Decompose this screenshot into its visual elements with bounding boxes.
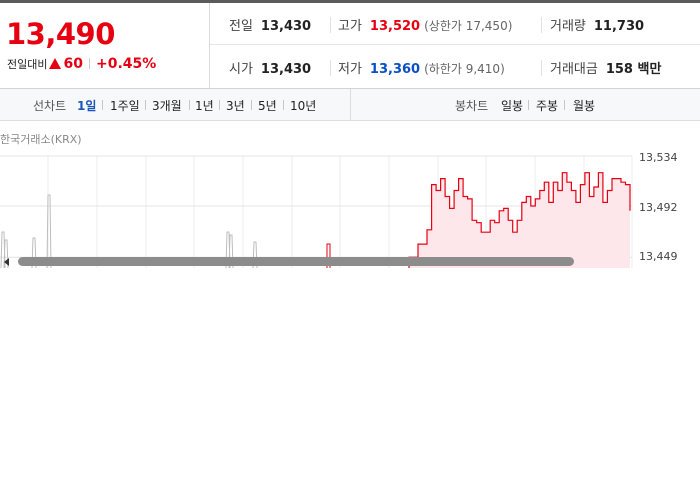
divider [350,89,351,120]
previous-period-spike [31,237,37,268]
stat-value: 13,520 [369,19,421,34]
stat-prev-close: 전일 13,430 [229,15,311,34]
stat-label: 고가 [338,19,362,34]
tab-1w[interactable]: 1주일 [110,99,140,113]
stat-value: 158 백만 [605,62,662,77]
previous-period-spike [46,194,52,268]
price-line [408,172,631,268]
stat-value: 13,360 [369,62,421,77]
tab-1y[interactable]: 1년 [195,99,214,113]
top-border [0,0,700,3]
divider [528,100,529,110]
candle-chart-label: 봉차트 [455,99,489,113]
divider [145,100,146,110]
tab-5y[interactable]: 5년 [258,99,277,113]
line-chart-label: 선차트 [33,99,67,113]
divider [330,17,331,33]
divider [88,58,90,69]
tab-10y[interactable]: 10년 [290,99,317,113]
tab-daily[interactable]: 일봉 [501,99,524,113]
stat-value: 13,430 [260,62,312,77]
divider [283,100,284,110]
previous-period-spike [252,241,258,268]
stat-open: 시가 13,430 [229,58,311,77]
stat-high: 고가 13,520 (상한가 17,450) [338,15,512,34]
stat-label: 저가 [338,62,362,77]
stat-label: 시가 [229,62,253,77]
divider [541,60,542,76]
price-change: 전일대비 60 +0.45% [7,56,156,72]
up-triangle-icon [49,58,62,69]
divider [330,60,331,76]
y-tick-label: 13,492 [639,201,678,214]
divider [210,44,700,45]
tab-1d[interactable]: 1일 [77,99,97,113]
stat-value: 11,730 [593,19,645,34]
divider [102,100,103,110]
chart-scrollbar-thumb[interactable] [18,257,574,266]
divider [564,100,565,110]
stat-volume: 거래량 11,730 [550,15,644,34]
divider [541,17,542,33]
tab-weekly[interactable]: 주봉 [536,99,559,113]
previous-period-spike [3,239,9,268]
scroll-left-arrow-icon[interactable] [4,258,9,266]
current-price: 13,490 [6,17,115,51]
stat-label: 거래대금 [550,62,598,77]
stat-value: 13,430 [260,19,312,34]
change-value: 60 [63,56,83,72]
change-percent: +0.45% [95,56,157,72]
stats-panel: 전일 13,430 고가 13,520 (상한가 17,450) 거래량 11,730 … [209,3,700,88]
price-summary: 13,490 전일대비 60 +0.45% [0,3,209,88]
previous-period-spike [228,234,234,268]
divider [251,100,252,110]
tab-3m[interactable]: 3개월 [152,99,182,113]
stat-turnover: 거래대금 158 백만 [550,58,661,77]
stat-label: 전일 [229,19,253,34]
y-tick-label: 13,449 [639,250,678,263]
stat-low: 저가 13,360 (하한가 9,410) [338,58,505,77]
tab-monthly[interactable]: 월봉 [573,99,596,113]
price-chart-svg [0,155,633,268]
chart-period-tabs: 선차트 1일 1주일 3개월 1년 3년 5년 10년 봉차트 일봉 주봉 월봉 [0,88,700,121]
y-tick-label: 13,534 [639,151,678,164]
stat-label: 거래량 [550,19,586,34]
exchange-label: 한국거래소(KRX) [0,133,82,146]
divider [189,100,190,110]
stat-sub: (상한가 17,450) [424,19,513,33]
price-blip [326,243,331,268]
tab-3y[interactable]: 3년 [226,99,245,113]
divider [219,100,220,110]
change-label: 전일대비 [7,58,48,71]
stat-sub: (하한가 9,410) [424,62,505,76]
price-chart: 한국거래소(KRX) 13,534 13,492 13,449 [0,120,700,268]
